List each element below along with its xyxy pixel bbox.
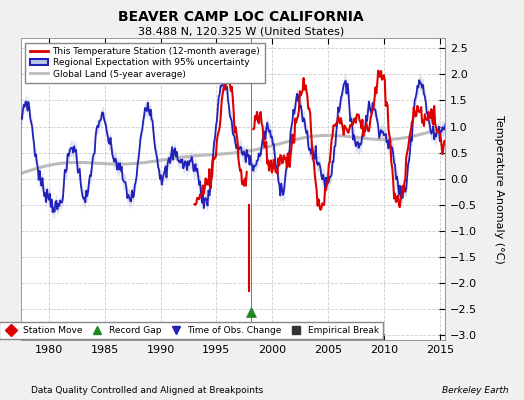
Text: Berkeley Earth: Berkeley Earth: [442, 386, 508, 395]
Y-axis label: Temperature Anomaly (°C): Temperature Anomaly (°C): [494, 115, 504, 263]
Legend: Station Move, Record Gap, Time of Obs. Change, Empirical Break: Station Move, Record Gap, Time of Obs. C…: [0, 322, 383, 338]
Text: Data Quality Controlled and Aligned at Breakpoints: Data Quality Controlled and Aligned at B…: [31, 386, 264, 395]
Text: 38.488 N, 120.325 W (United States): 38.488 N, 120.325 W (United States): [138, 26, 344, 36]
Text: BEAVER CAMP LOC CALIFORNIA: BEAVER CAMP LOC CALIFORNIA: [118, 10, 364, 24]
